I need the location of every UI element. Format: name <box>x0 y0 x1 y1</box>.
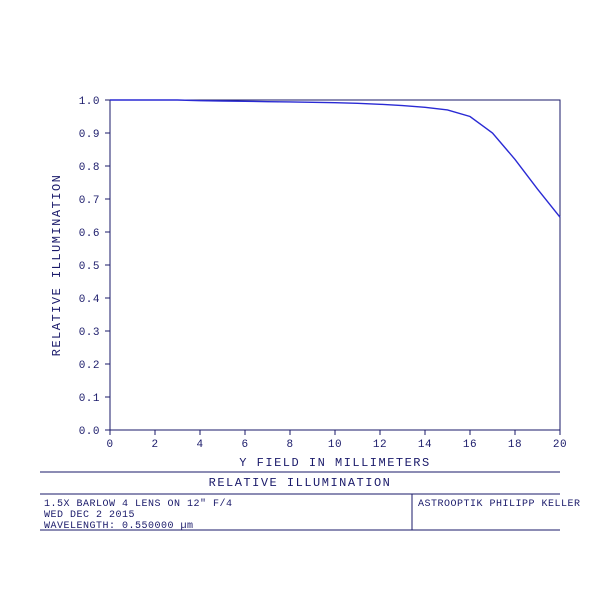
footer-right: ASTROOPTIK PHILIPP KELLER <box>418 499 581 510</box>
y-tick-label: 0.9 <box>79 129 100 141</box>
x-tick-label: 18 <box>508 439 522 451</box>
y-tick-label: 0.5 <box>79 261 100 273</box>
footer-line1: 1.5X BARLOW 4 LENS ON 12" F/4 <box>44 498 233 510</box>
y-tick-label: 0.6 <box>79 228 100 240</box>
footer-line2: WED DEC 2 2015 <box>44 510 135 521</box>
footer-line3: WAVELENGTH: 0.550000 µm <box>44 521 194 532</box>
x-tick-label: 8 <box>286 439 293 451</box>
y-tick-label: 0.4 <box>79 294 100 306</box>
y-tick-label: 0.2 <box>79 360 100 372</box>
chart-svg: 0 2 4 6 8 10 12 14 16 18 20 0.0 0.1 0.2 0.3 0.4 0.5 0.6 0.… <box>0 0 600 600</box>
x-tick-label: 12 <box>373 439 387 451</box>
y-tick-label: 0.1 <box>79 393 100 405</box>
x-axis-label: Y FIELD IN MILLIMETERS <box>239 456 430 470</box>
x-tick-label: 4 <box>196 439 203 451</box>
x-tick-label: 6 <box>241 439 248 451</box>
y-axis-label: RELATIVE ILLUMINATION <box>50 174 64 357</box>
x-tick-label: 14 <box>418 439 432 451</box>
y-tick-label: 0.3 <box>79 327 100 339</box>
x-tick-label: 10 <box>328 439 342 451</box>
y-tick-label: 0.8 <box>79 162 100 174</box>
y-tick-label: 0.7 <box>79 195 100 207</box>
x-tick-label: 20 <box>553 439 567 451</box>
x-tick-label: 0 <box>106 439 113 451</box>
plot-area <box>110 100 560 430</box>
y-tick-label: 1.0 <box>79 96 100 108</box>
x-tick-label: 2 <box>151 439 158 451</box>
y-tick-label: 0.0 <box>79 426 100 438</box>
footer-title: RELATIVE ILLUMINATION <box>209 476 392 490</box>
x-tick-label: 16 <box>463 439 477 451</box>
